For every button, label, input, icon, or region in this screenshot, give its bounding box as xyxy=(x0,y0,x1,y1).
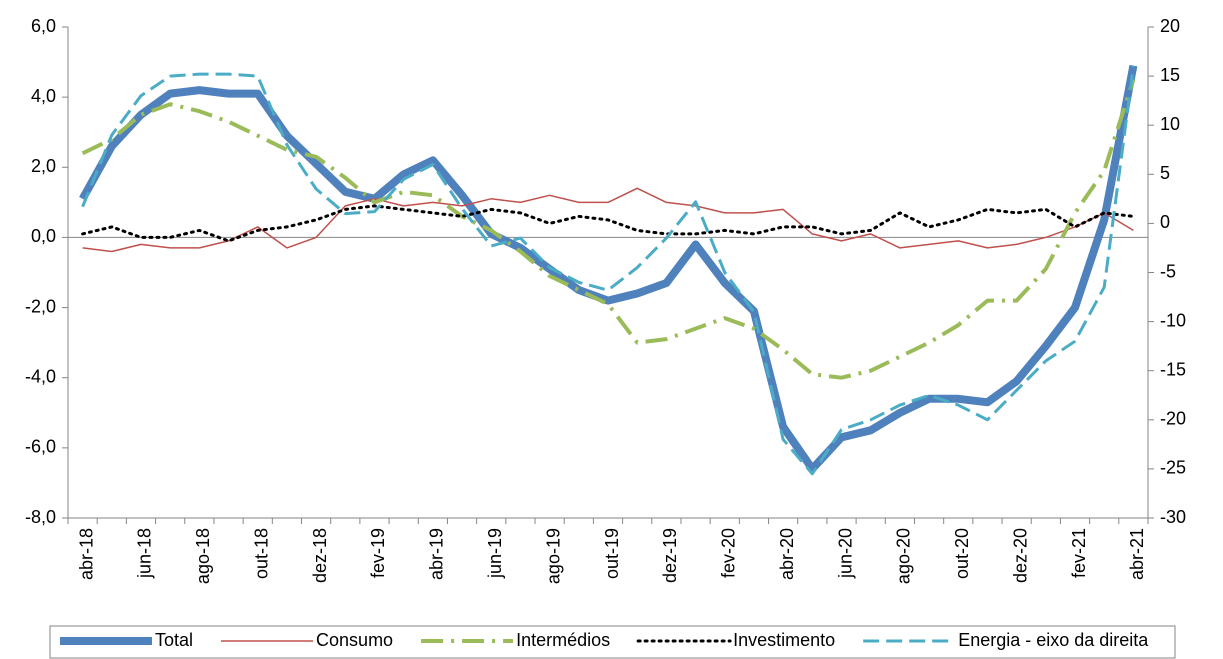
y-tick-label: 4,0 xyxy=(31,86,56,106)
x-tick-label: fev-19 xyxy=(368,528,388,578)
x-tick-label: fev-21 xyxy=(1069,528,1089,578)
x-tick-label: abr-18 xyxy=(76,528,96,580)
y2-tick-label: 15 xyxy=(1160,65,1180,85)
series-line xyxy=(82,187,1134,253)
y-tick-label: -6,0 xyxy=(25,437,56,457)
x-tick-label: jun-20 xyxy=(835,528,855,579)
y2-tick-label: -20 xyxy=(1160,409,1186,429)
x-tick-label: jun-19 xyxy=(485,528,505,579)
series-line xyxy=(81,78,1136,380)
y2-tick-label: -15 xyxy=(1160,359,1186,379)
x-tick-label: fev-20 xyxy=(719,528,739,578)
y2-tick-label: -10 xyxy=(1160,310,1186,330)
x-tick-label: out-19 xyxy=(602,528,622,579)
y-tick-label: 0,0 xyxy=(31,226,56,246)
series-line xyxy=(81,204,1135,243)
series-line xyxy=(79,64,1138,473)
y2-tick-label: -30 xyxy=(1160,507,1186,527)
y2-tick-label: 20 xyxy=(1160,16,1180,36)
x-tick-label: dez-18 xyxy=(310,528,330,583)
legend-label: Consumo xyxy=(316,630,393,650)
x-tick-label: ago-20 xyxy=(894,528,914,584)
y-tick-label: 6,0 xyxy=(31,16,56,36)
legend-label: Investimento xyxy=(733,630,835,650)
x-tick-label: dez-20 xyxy=(1010,528,1030,583)
y-tick-label: -4,0 xyxy=(25,366,56,386)
x-tick-label: ago-18 xyxy=(193,528,213,584)
y2-tick-label: 5 xyxy=(1160,163,1170,183)
x-tick-label: abr-20 xyxy=(777,528,797,580)
x-tick-label: abr-21 xyxy=(1127,528,1147,580)
y2-tick-label: -25 xyxy=(1160,458,1186,478)
x-tick-label: abr-19 xyxy=(427,528,447,580)
x-tick-label: ago-19 xyxy=(543,528,563,584)
x-tick-label: jun-18 xyxy=(135,528,155,579)
x-tick-label: out-20 xyxy=(952,528,972,579)
x-tick-label: dez-19 xyxy=(660,528,680,583)
legend: Total Consumo Intermédios Investimento Energ… xyxy=(60,630,1149,650)
legend-label: Energia - eixo da direita xyxy=(958,630,1149,650)
x-tick-label: out-18 xyxy=(251,528,271,579)
y-tick-label: -8,0 xyxy=(25,507,56,527)
legend-label: Total xyxy=(155,630,193,650)
y-tick-label: 2,0 xyxy=(31,156,56,176)
legend-label: Intermédios xyxy=(516,630,610,650)
series-line xyxy=(81,66,1135,476)
y2-tick-label: -5 xyxy=(1160,261,1176,281)
y2-tick-label: 0 xyxy=(1160,212,1170,232)
y-tick-label: -2,0 xyxy=(25,296,56,316)
y2-tick-label: 10 xyxy=(1160,114,1180,134)
legend-box xyxy=(49,625,1176,659)
